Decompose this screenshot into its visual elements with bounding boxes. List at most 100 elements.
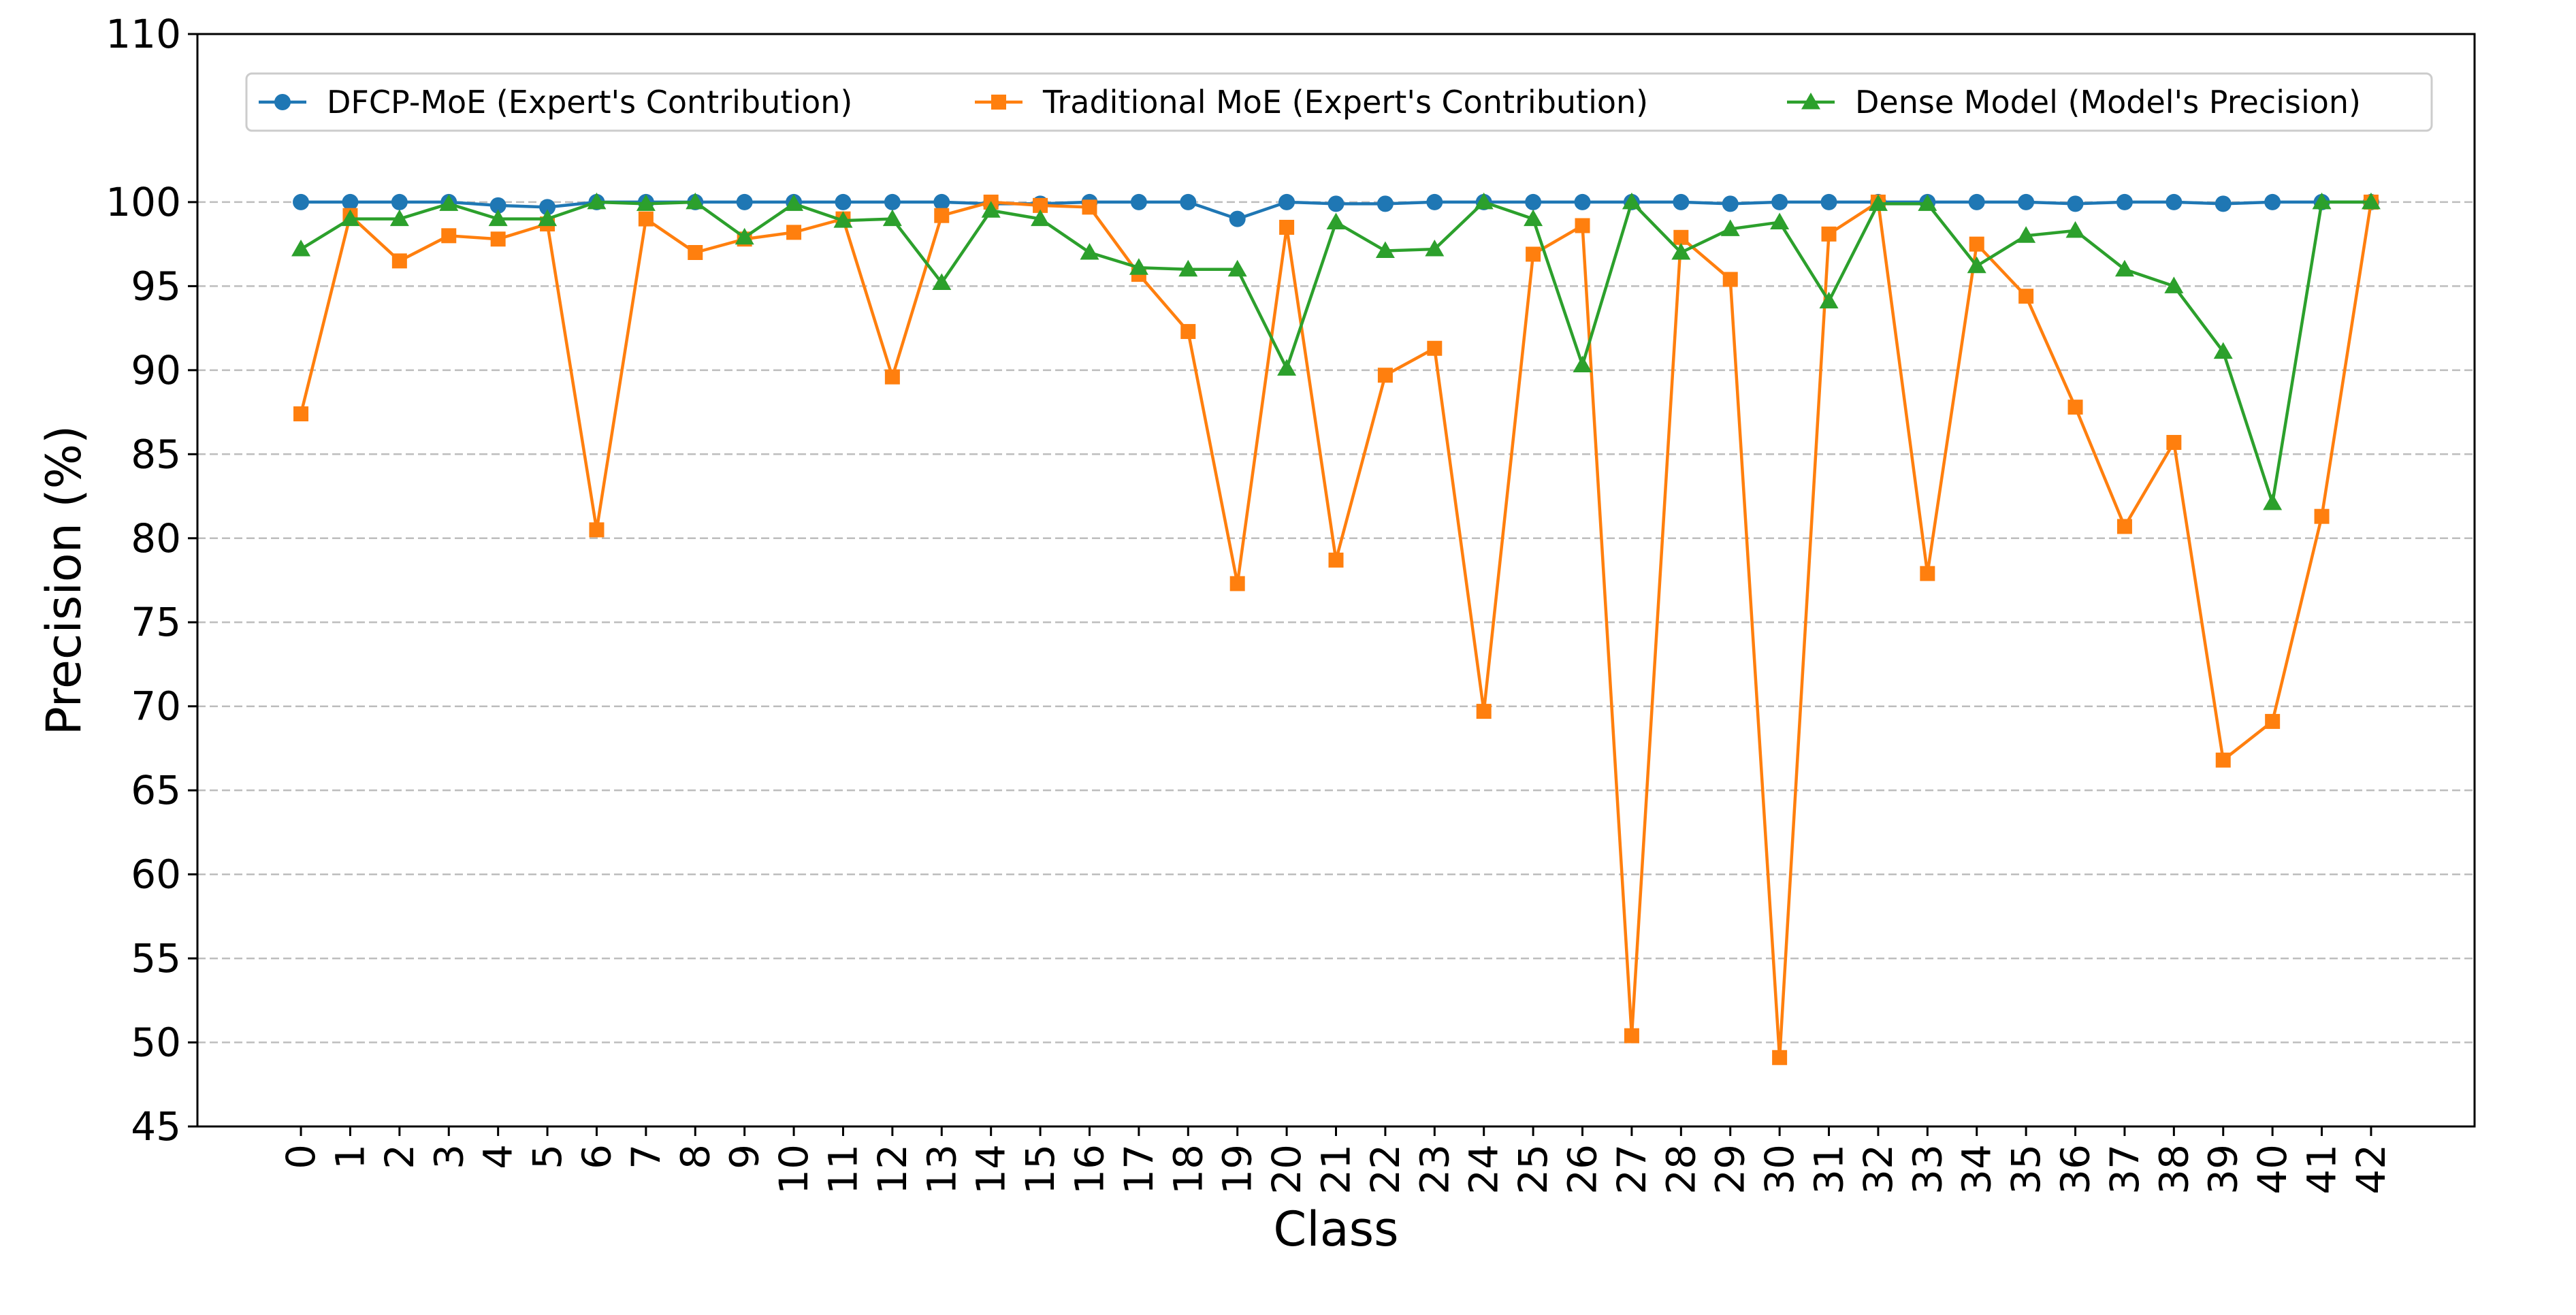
legend-frame: [245, 72, 2433, 132]
data-point: [1129, 258, 1148, 275]
series-line: [299, 200, 2373, 1060]
data-point: [2312, 192, 2332, 210]
x-tick-label: 13: [918, 1144, 965, 1195]
x-axis-label: Class: [1273, 1201, 1398, 1257]
data-point: [1575, 218, 1590, 233]
y-tick-label: 60: [131, 851, 181, 898]
data-point: [686, 192, 705, 210]
data-point: [342, 193, 359, 210]
data-point: [1821, 226, 1837, 242]
x-tick-label: 7: [623, 1144, 669, 1169]
data-point: [293, 193, 310, 210]
data-point: [2263, 493, 2283, 510]
y-tick-label: 45: [131, 1103, 181, 1150]
legend-item: DFCP-MoE (Expert's Contribution): [259, 84, 852, 120]
data-point: [1180, 324, 1196, 340]
legend-label: Dense Model (Model's Precision): [1855, 84, 2361, 120]
data-point: [1375, 241, 1395, 259]
data-point: [1130, 193, 1147, 210]
x-tick-label: 26: [1560, 1144, 1606, 1195]
data-point: [291, 240, 311, 257]
data-point: [2166, 435, 2182, 451]
data-point: [1673, 193, 1690, 210]
data-point: [539, 199, 556, 216]
x-tick-label: 12: [869, 1144, 916, 1195]
data-point: [1031, 209, 1050, 227]
data-point: [2116, 193, 2133, 210]
data-point: [1476, 704, 1492, 719]
x-tick-label: 17: [1116, 1144, 1162, 1195]
x-tick-label: 10: [771, 1144, 817, 1195]
y-tick-label: 110: [106, 11, 181, 57]
legend-marker: [1801, 93, 1820, 110]
series-group: [291, 192, 2381, 1065]
data-point: [1820, 193, 1837, 210]
data-point: [735, 227, 754, 245]
legend-label: DFCP-MoE (Expert's Contribution): [327, 84, 852, 120]
data-point: [2166, 193, 2183, 210]
x-tick-label: 36: [2052, 1144, 2099, 1195]
data-point: [1229, 576, 1245, 591]
data-point: [1279, 219, 1295, 235]
x-tick-label: 34: [1954, 1144, 2000, 1195]
x-tick-label: 15: [1017, 1144, 1063, 1195]
series-2: [293, 194, 2379, 1065]
data-point: [1082, 199, 1097, 215]
x-tick-label: 28: [1658, 1144, 1704, 1195]
data-point: [2016, 226, 2036, 243]
gridlines: [197, 201, 2475, 1043]
x-tick-label: 42: [2348, 1144, 2394, 1195]
data-point: [932, 273, 952, 290]
y-tick-label: 75: [131, 599, 181, 645]
y-axis-label: Precision (%): [36, 425, 92, 736]
x-tick-label: 24: [1461, 1144, 1507, 1195]
data-point: [835, 193, 852, 210]
data-point: [1278, 193, 1295, 210]
data-point: [1376, 195, 1394, 212]
x-tick-label: 25: [1510, 1144, 1556, 1195]
x-tick-label: 38: [2151, 1144, 2197, 1195]
x-tick-label: 1: [327, 1144, 373, 1169]
data-point: [340, 209, 360, 227]
y-tick-label: 55: [131, 935, 181, 981]
data-point: [2067, 195, 2084, 212]
x-tick-label: 11: [820, 1144, 866, 1195]
x-tick-label: 21: [1313, 1144, 1359, 1195]
data-point: [1326, 212, 1346, 230]
data-point: [2114, 259, 2134, 277]
data-point: [1967, 256, 1986, 274]
y-tick-label: 100: [106, 179, 181, 225]
data-point: [1526, 246, 1541, 262]
data-point: [1574, 193, 1591, 210]
data-point: [2018, 289, 2034, 304]
data-point: [2164, 276, 2184, 293]
data-point: [934, 208, 950, 223]
y-tick-label: 50: [131, 1020, 181, 1066]
data-point: [1918, 194, 1937, 211]
data-point: [1622, 192, 1641, 210]
data-point: [2116, 519, 2132, 534]
data-point: [1080, 243, 1099, 260]
data-point: [1033, 197, 1048, 213]
x-tick-label: 0: [278, 1144, 324, 1169]
x-tick-label: 39: [2200, 1144, 2247, 1195]
data-point: [1968, 193, 1985, 210]
data-point: [1426, 193, 1443, 210]
x-tick-label: 2: [376, 1144, 423, 1169]
legend-marker: [274, 94, 291, 110]
data-point: [2361, 192, 2381, 210]
data-point: [441, 228, 457, 244]
x-tick-label: 40: [2249, 1144, 2296, 1195]
x-tick-label: 3: [425, 1144, 472, 1169]
data-point: [1524, 209, 1543, 227]
data-point: [1772, 1050, 1788, 1065]
data-point: [933, 193, 950, 210]
data-point: [1868, 194, 1888, 211]
data-point: [2215, 752, 2231, 768]
legend-marker: [991, 95, 1006, 110]
data-point: [2018, 193, 2035, 210]
data-point: [1722, 195, 1739, 212]
x-tick-label: 41: [2299, 1144, 2345, 1195]
x-tick-label: 31: [1806, 1144, 1852, 1195]
